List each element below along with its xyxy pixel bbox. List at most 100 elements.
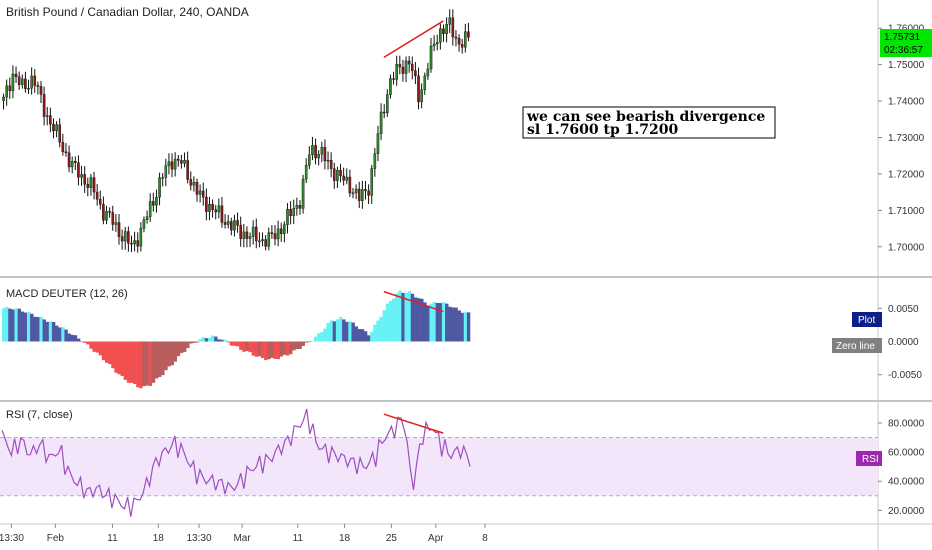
- candle: [226, 221, 230, 225]
- candle: [258, 240, 261, 243]
- macd-bar: [139, 341, 143, 389]
- macd-bar: [435, 302, 440, 342]
- candle: [70, 161, 74, 168]
- macd-bar: [345, 321, 349, 342]
- macd-bar: [426, 305, 430, 342]
- candle: [323, 146, 327, 162]
- candle: [205, 196, 208, 212]
- candle: [86, 184, 90, 188]
- candle: [189, 179, 193, 186]
- macd-bar: [26, 311, 31, 342]
- candle: [467, 31, 470, 38]
- macd-bar: [148, 341, 153, 387]
- candle: [39, 86, 43, 95]
- candle: [142, 219, 146, 229]
- macd-bar: [120, 341, 124, 376]
- macd-bar: [260, 341, 265, 359]
- macd-bar: [167, 341, 171, 367]
- macd-bar: [438, 303, 443, 342]
- macd-bar: [220, 339, 224, 342]
- price-divergence-line[interactable]: [383, 20, 444, 58]
- candle: [264, 239, 267, 247]
- macd-divergence-line[interactable]: [383, 290, 444, 313]
- candle: [417, 75, 420, 103]
- chart-title: British Pound / Canadian Dollar, 240, OA…: [6, 5, 249, 19]
- macd-bar: [2, 308, 6, 342]
- y-tick-label: 60.0000: [888, 448, 925, 459]
- macd-bar: [448, 306, 452, 342]
- macd-bar: [245, 341, 249, 352]
- macd-bar: [314, 336, 318, 342]
- macd-bar: [357, 329, 362, 342]
- x-axis-labels: 13:30 Feb 11 18 13:30 Mar 11 18 25 Apr 8: [0, 524, 488, 544]
- candle: [298, 205, 302, 209]
- y-tick-label: 1.73000: [888, 133, 925, 144]
- candle: [464, 31, 467, 48]
- y-tick-label: 1.70000: [888, 242, 925, 253]
- macd-bar: [73, 335, 78, 342]
- candle: [354, 188, 358, 194]
- macd-bar: [335, 319, 340, 342]
- macd-title: MACD DEUTER (12, 26): [6, 288, 128, 300]
- annotation-box[interactable]: [522, 106, 776, 139]
- macd-bar: [292, 341, 296, 351]
- candle: [242, 231, 246, 239]
- macd-bar: [214, 336, 218, 342]
- macd-bar: [164, 341, 168, 371]
- candles-group: [2, 9, 470, 253]
- y-tick-label: -0.0050: [888, 370, 922, 381]
- candle: [170, 161, 174, 170]
- candle: [102, 204, 105, 221]
- candle: [348, 176, 352, 194]
- candle: [373, 153, 377, 169]
- macd-bar: [254, 341, 259, 357]
- candle: [414, 70, 417, 77]
- candle: [114, 222, 118, 225]
- candle: [289, 209, 292, 216]
- macd-bar: [51, 321, 56, 342]
- macd-bar: [189, 341, 193, 344]
- candle: [155, 197, 158, 206]
- candle: [158, 177, 161, 198]
- macd-bar: [370, 331, 374, 342]
- macd-bar: [463, 312, 468, 342]
- rsi-divergence-line[interactable]: [383, 413, 444, 434]
- macd-bar: [186, 341, 190, 349]
- candle: [8, 85, 12, 92]
- candle: [61, 141, 65, 152]
- macd-bar: [161, 341, 165, 376]
- macd-bar: [170, 341, 174, 366]
- candle: [336, 170, 339, 181]
- candle: [136, 240, 140, 247]
- x-tick-label: 13:30: [0, 533, 24, 544]
- macd-bar: [201, 337, 206, 342]
- macd-bar: [398, 290, 402, 342]
- macd-bar: [217, 339, 221, 342]
- macd-bar: [129, 341, 134, 383]
- candle: [192, 182, 196, 186]
- candle: [5, 85, 8, 98]
- candle: [395, 63, 398, 80]
- macd-plot-tag-label: Plot: [858, 315, 875, 326]
- macd-bar: [242, 341, 246, 352]
- macd-bar: [432, 302, 436, 342]
- macd-bar: [76, 338, 81, 342]
- candle: [283, 224, 286, 234]
- candle: [398, 63, 402, 68]
- macd-bar: [363, 331, 368, 342]
- macd-bar: [279, 341, 284, 357]
- macd-bar: [17, 308, 22, 342]
- candle: [58, 124, 62, 143]
- candle: [176, 158, 180, 161]
- candle: [152, 201, 155, 206]
- candle: [357, 188, 361, 201]
- candle: [460, 44, 464, 48]
- macd-bar: [264, 341, 268, 361]
- macd-bar: [33, 316, 37, 342]
- candle: [420, 89, 423, 103]
- macd-bar: [420, 298, 424, 342]
- macd-bar: [282, 341, 287, 355]
- macd-bar: [379, 316, 383, 342]
- candle: [342, 175, 345, 181]
